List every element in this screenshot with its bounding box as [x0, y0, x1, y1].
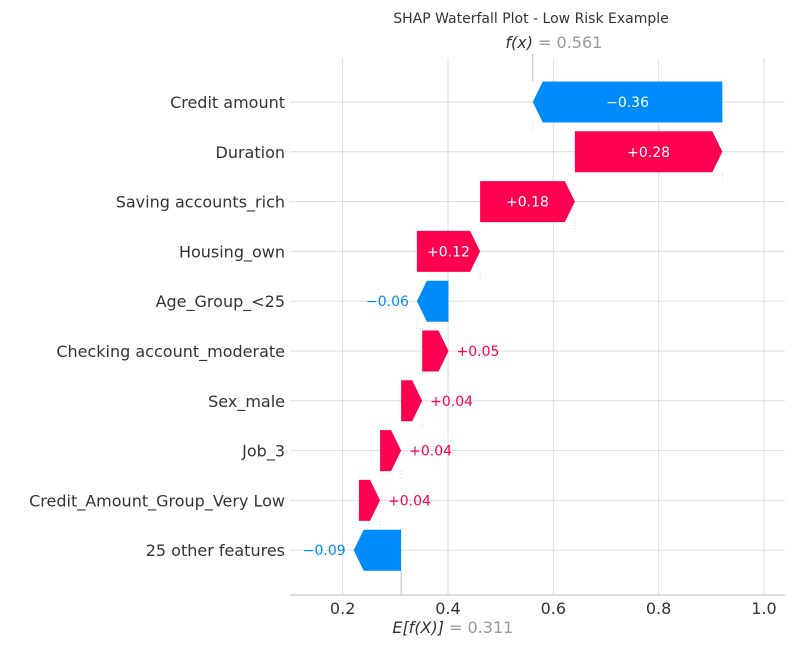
feature-label: Checking account_moderate — [56, 342, 285, 362]
x-tick-label: 1.0 — [751, 599, 776, 618]
bar-value-label: +0.04 — [409, 444, 452, 460]
feature-labels: Credit amount Duration Saving accounts_ric… — [29, 93, 285, 560]
bar-negative — [532, 81, 723, 123]
bar-value-label: +0.28 — [627, 145, 670, 161]
feature-label: 25 other features — [146, 541, 285, 560]
x-tick-label: 0.4 — [435, 599, 460, 618]
bar-positive — [574, 131, 723, 173]
feature-label: Duration — [216, 143, 286, 162]
fx-annotation: f(x) = 0.561 — [505, 33, 602, 52]
expected-value-value: = 0.311 — [449, 618, 513, 637]
bar-value-label: −0.36 — [606, 95, 649, 111]
x-tick-label: 0.6 — [541, 599, 566, 618]
value-labels: −0.36 +0.28 +0.18 +0.12 −0.06 +0.05 +0.04 +0.04… — [303, 95, 670, 559]
bar-value-label: +0.04 — [430, 394, 473, 410]
x-tick-label: 0.2 — [330, 599, 355, 618]
feature-label: Job_3 — [241, 442, 285, 462]
bar-value-label: −0.09 — [303, 543, 346, 559]
expected-value-symbol: E[f(X)] — [392, 618, 444, 637]
feature-label: Sex_male — [208, 392, 285, 412]
bar-value-label: −0.06 — [366, 294, 409, 310]
bar-positive — [422, 330, 449, 372]
expected-value-annotation: E[f(X)] = 0.311 — [392, 618, 513, 637]
bar-positive — [358, 479, 381, 521]
bar-negative — [353, 529, 402, 571]
bar-positive — [416, 230, 481, 272]
reference-lines — [400, 54, 534, 595]
bar-positive — [401, 380, 423, 422]
bars — [353, 81, 723, 571]
fx-symbol: f(x) — [505, 33, 533, 52]
x-axis: 0.2 0.4 0.6 0.8 1.0 — [290, 594, 785, 618]
bar-positive — [480, 181, 575, 223]
bar-value-label: +0.04 — [388, 493, 431, 509]
x-tick-label: 0.8 — [646, 599, 671, 618]
bar-positive — [380, 430, 402, 472]
feature-label: Saving accounts_rich — [116, 193, 285, 213]
fx-value: = 0.561 — [538, 33, 602, 52]
feature-label: Age_Group_<25 — [156, 292, 285, 312]
chart-title: SHAP Waterfall Plot - Low Risk Example — [393, 11, 669, 27]
bar-negative — [416, 280, 449, 322]
bar-value-label: +0.18 — [506, 195, 549, 211]
feature-label: Credit amount — [170, 93, 285, 112]
bar-value-label: +0.05 — [457, 344, 500, 360]
bar-value-label: +0.12 — [427, 244, 470, 260]
feature-label: Housing_own — [179, 242, 285, 262]
feature-label: Credit_Amount_Group_Very Low — [29, 491, 285, 511]
